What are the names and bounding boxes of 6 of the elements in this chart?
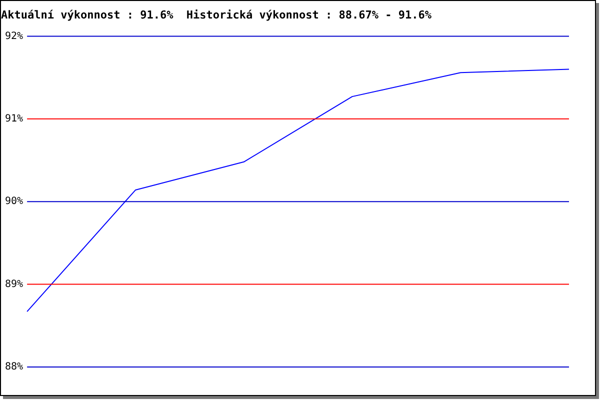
y-tick-label: 92%	[5, 30, 24, 42]
y-tick-label: 91%	[5, 113, 24, 124]
y-tick-label: 89%	[5, 278, 24, 290]
chart-title: Aktuální výkonnost : 91.6% Historická výkonnost : 88.67% - 91.6%	[1, 8, 432, 22]
y-tick-label: 88%	[5, 362, 24, 373]
y-tick-label: 90%	[5, 196, 24, 208]
